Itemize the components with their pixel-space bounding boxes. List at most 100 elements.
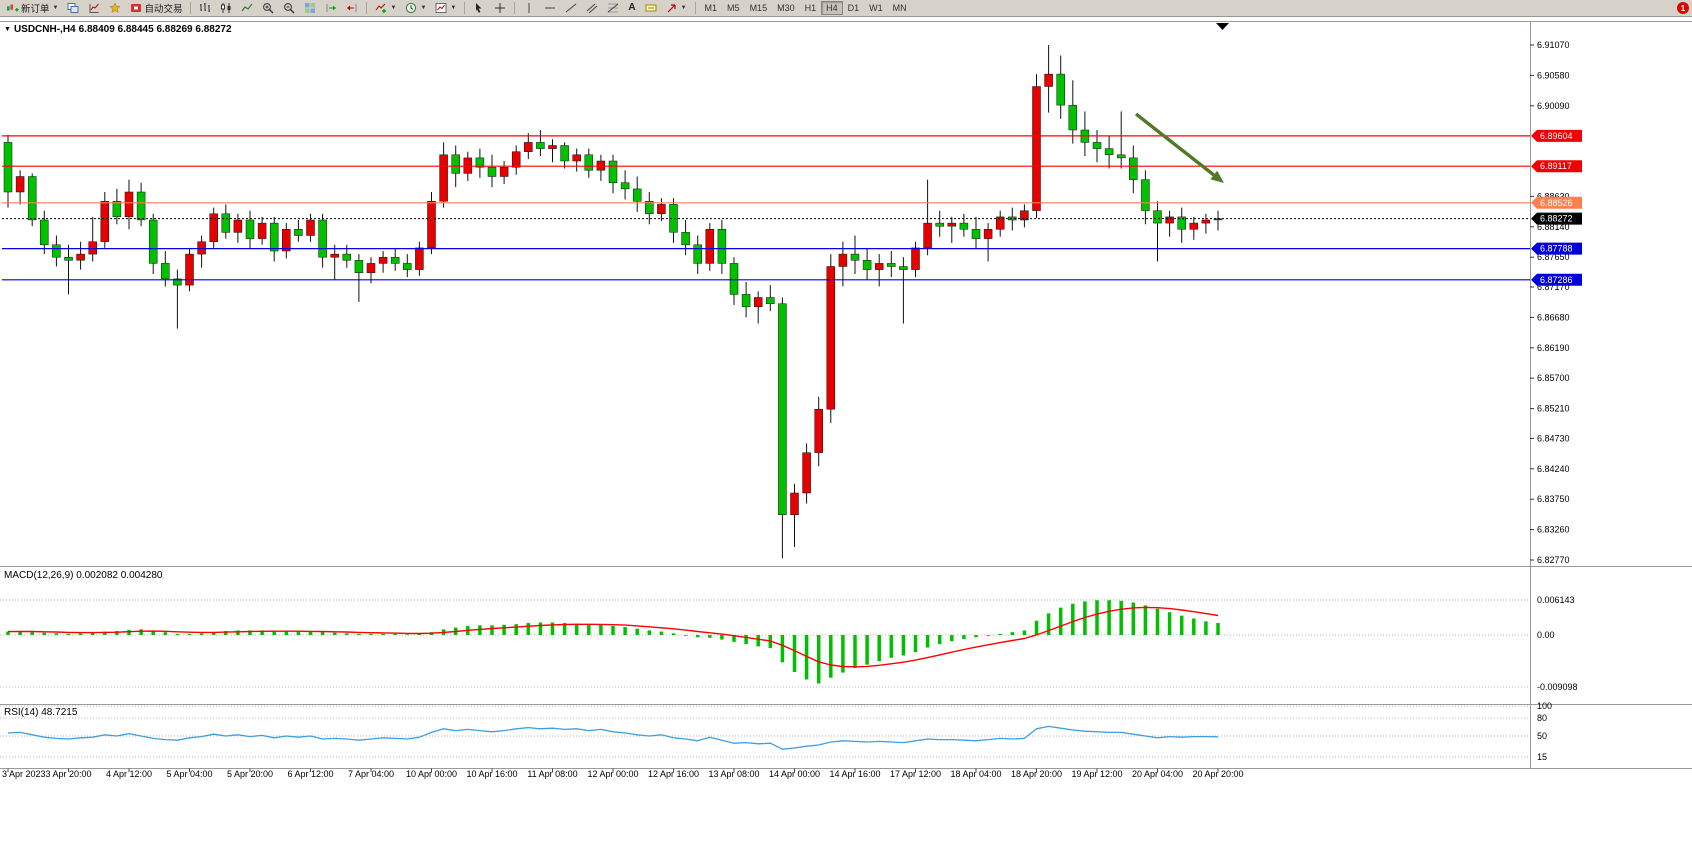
auto-scroll-button[interactable] [321,1,341,16]
chart-shift-marker[interactable] [1216,23,1229,30]
macd-histogram-bar [744,635,748,645]
macd-histogram-bar [708,635,712,638]
rsi-panel[interactable]: 100 80 50 15 [0,701,1552,762]
market-watch-button[interactable] [84,1,104,16]
notifications-badge[interactable]: 1 [1677,2,1689,14]
horizontal-line-button[interactable] [540,1,560,16]
caret-down-icon: ▼ [420,5,427,11]
macd-histogram-bar [937,635,942,645]
bear-candle [1129,157,1138,180]
indicators-button[interactable]: ▼ [371,1,400,16]
bull-candle [572,154,581,162]
toolbar-right: 1 [1677,2,1689,14]
macd-histogram-bar [962,635,966,639]
time-label: 14 Apr 16:00 [829,769,880,779]
macd-histogram-bar [393,633,397,635]
crosshair-button[interactable] [490,1,510,16]
macd-histogram-bar [756,635,760,647]
toolbar-separator [514,2,516,14]
rsi-scale-label: 80 [1537,713,1547,723]
trend-arrow-head[interactable] [1210,170,1224,183]
time-label: 3 Apr 20:00 [45,769,91,779]
cursor-button[interactable] [469,1,489,16]
bear-candle [1116,154,1126,159]
bear-candle [862,260,872,270]
price-badge-label: 6.88272 [1540,214,1573,224]
macd-histogram-bar [1010,632,1015,635]
timeframe-button-m1[interactable]: M1 [700,1,723,15]
trendline-button[interactable] [561,1,581,16]
macd-histogram-bar [1167,612,1172,635]
bull-candle [511,151,521,168]
bull-candle [197,241,206,255]
macd-histogram-bar [647,630,652,635]
price-axis[interactable]: 6.91070 6.90580 6.90090 6.88630 6.88140 6.876… [1530,40,1582,565]
macd-histogram-bar [538,622,543,635]
timeframe-group: M1 M5 M15 M30 H1 H4 D1 W1 MN [700,1,912,15]
macd-histogram-bar [804,635,809,680]
price-badge-label: 6.88526 [1540,198,1573,208]
tile-windows-icon [305,3,316,13]
price-tick-label: 6.88630 [1537,191,1570,201]
timeframe-button-mn[interactable]: MN [888,1,912,15]
time-axis[interactable]: 3 Apr 2023 3 Apr 20:00 4 Apr 12:00 5 Apr 04… [2,768,1244,780]
trend-arrow-line[interactable] [1134,112,1215,177]
text-tool-button[interactable]: A [624,1,639,16]
bar-chart-button[interactable] [195,1,215,16]
timeframe-button-h4[interactable]: H4 [821,1,843,15]
templates-button[interactable]: ▼ [431,1,460,16]
caret-down-icon: ▼ [390,5,397,11]
macd-histogram-bar [320,632,325,635]
auto-trading-button[interactable]: 自动交易 [126,1,186,16]
timeframe-button-m30[interactable]: M30 [772,1,800,15]
timeframe-button-w1[interactable]: W1 [864,1,888,15]
bull-candle [923,222,932,249]
price-tick-label: 6.87650 [1537,252,1570,262]
time-label: 5 Apr 04:00 [166,769,212,779]
arrow-tool-icon [667,4,676,13]
macd-histogram-bar [236,630,240,635]
time-label: 10 Apr 00:00 [406,769,457,779]
timeframe-button-m5[interactable]: M5 [722,1,745,15]
zoom-out-button[interactable] [279,1,299,16]
price-badge [1531,129,1582,142]
line-chart-button[interactable] [237,1,257,16]
bear-candle [112,201,122,218]
bull-candle [1201,219,1211,224]
bull-candle [76,253,85,261]
cursor-icon [476,3,482,13]
fibonacci-button[interactable] [603,1,623,16]
new-order-button[interactable]: 新订单 ▼ [3,1,62,16]
label-tool-button[interactable] [641,1,661,16]
channel-button[interactable] [582,1,602,16]
macd-histogram-bar [889,635,894,658]
macd-histogram-bar [865,635,869,665]
tile-windows-button[interactable] [300,1,320,16]
chart-windows-button[interactable] [63,1,83,16]
macd-panel[interactable]: 0.006143 0.00 -0.009098 [0,595,1578,692]
time-label: 17 Apr 12:00 [890,769,941,779]
arrows-tool-button[interactable]: ▼ [662,1,691,16]
vertical-line-button[interactable] [519,1,539,16]
timeframe-button-d1[interactable]: D1 [843,1,865,15]
zoom-in-button[interactable] [258,1,278,16]
time-label: 12 Apr 00:00 [587,769,638,779]
timeframe-button-m15[interactable]: M15 [745,1,773,15]
timeframe-button-h1[interactable]: H1 [800,1,822,15]
bull-candle [378,256,388,264]
bear-candle [1104,148,1114,156]
chart-shift-button[interactable] [342,1,362,16]
candlestick-chart-button[interactable] [216,1,236,16]
navigator-button[interactable] [105,1,125,16]
macd-histogram-bar [345,633,349,635]
macd-histogram-bar [332,632,337,635]
macd-histogram-bar [357,633,361,635]
periods-button[interactable]: ▼ [401,1,430,16]
macd-histogram-bar [1155,608,1160,635]
macd-histogram-bar [30,631,34,635]
bull-candle [415,247,424,270]
toolbar-separator [190,2,192,14]
price-badge [1531,212,1582,225]
macd-histogram-bar [272,631,276,635]
